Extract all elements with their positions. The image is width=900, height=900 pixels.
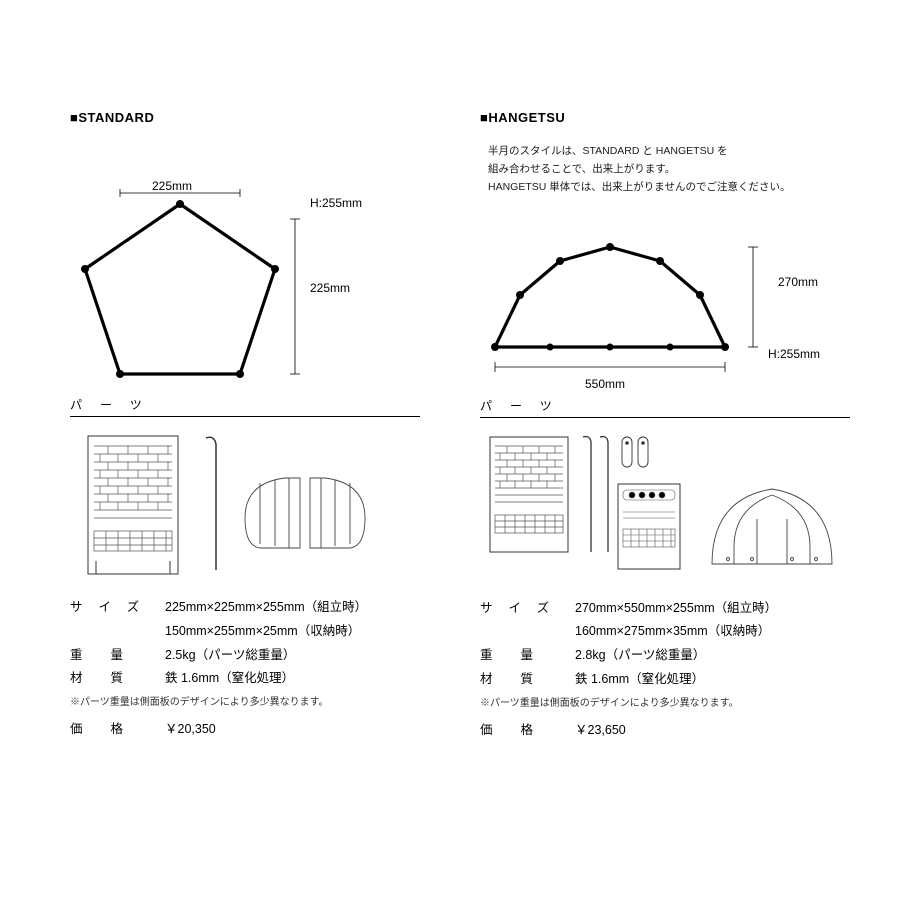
dim-depth: 225mm	[310, 281, 350, 295]
spec-size1: 225mm×225mm×255mm（組立時）	[165, 596, 367, 620]
parts-illustration-right	[480, 424, 850, 589]
spec-size2-r: 160mm×275mm×35mm（収納時）	[575, 620, 770, 644]
standard-title: ■STANDARD	[70, 110, 420, 125]
dim-550: 550mm	[585, 377, 625, 391]
parts-illustration-left	[70, 423, 420, 588]
spec-size-label: サイズ	[70, 596, 165, 620]
spec-material-r: 鉄 1.6mm（窒化処理）	[575, 668, 704, 692]
hangetsu-column: ■HANGETSU 半月のスタイルは、STANDARD と HANGETSU を…	[480, 110, 850, 742]
hangetsu-diagram: 270mm 550mm H:255mm	[480, 207, 850, 397]
dim-top: 225mm	[152, 179, 192, 193]
hangetsu-title: ■HANGETSU	[480, 110, 850, 125]
hangetsu-specs: サイズ 270mm×550mm×255mm（組立時） 160mm×275mm×3…	[480, 597, 850, 743]
dim-h255: H:255mm	[768, 347, 820, 361]
spec-material: 鉄 1.6mm（窒化処理）	[165, 667, 294, 691]
spec-footnote: ※パーツ重量は側面板のデザインにより多少異なります。	[70, 693, 420, 712]
spec-price-r: ￥23,650	[575, 719, 626, 743]
spec-price-label-r: 価格	[480, 719, 575, 743]
dim-270: 270mm	[778, 275, 818, 289]
spec-material-label: 材質	[70, 667, 165, 691]
spec-weight-r: 2.8kg（パーツ総重量）	[575, 644, 705, 668]
hangetsu-note: 半月のスタイルは、STANDARD と HANGETSU を 組み合わせることで…	[480, 143, 850, 197]
standard-column: ■STANDARD 225mm H:255m	[70, 110, 420, 742]
dim-h: H:255mm	[310, 196, 362, 210]
spec-price: ￥20,350	[165, 718, 216, 742]
spec-price-label: 価格	[70, 718, 165, 742]
spec-size1-r: 270mm×550mm×255mm（組立時）	[575, 597, 777, 621]
standard-specs: サイズ 225mm×225mm×255mm（組立時） 150mm×255mm×2…	[70, 596, 420, 742]
spec-size-label-r: サイズ	[480, 597, 575, 621]
spec-material-label-r: 材質	[480, 668, 575, 692]
spec-weight-label: 重量	[70, 644, 165, 668]
spec-footnote-r: ※パーツ重量は側面板のデザインにより多少異なります。	[480, 694, 850, 713]
parts-header-left: パーツ	[70, 396, 420, 417]
spec-size2: 150mm×255mm×25mm（収納時）	[165, 620, 360, 644]
spec-weight-label-r: 重量	[480, 644, 575, 668]
standard-diagram: 225mm H:255mm 225mm	[70, 201, 420, 396]
spec-weight: 2.5kg（パーツ総重量）	[165, 644, 295, 668]
